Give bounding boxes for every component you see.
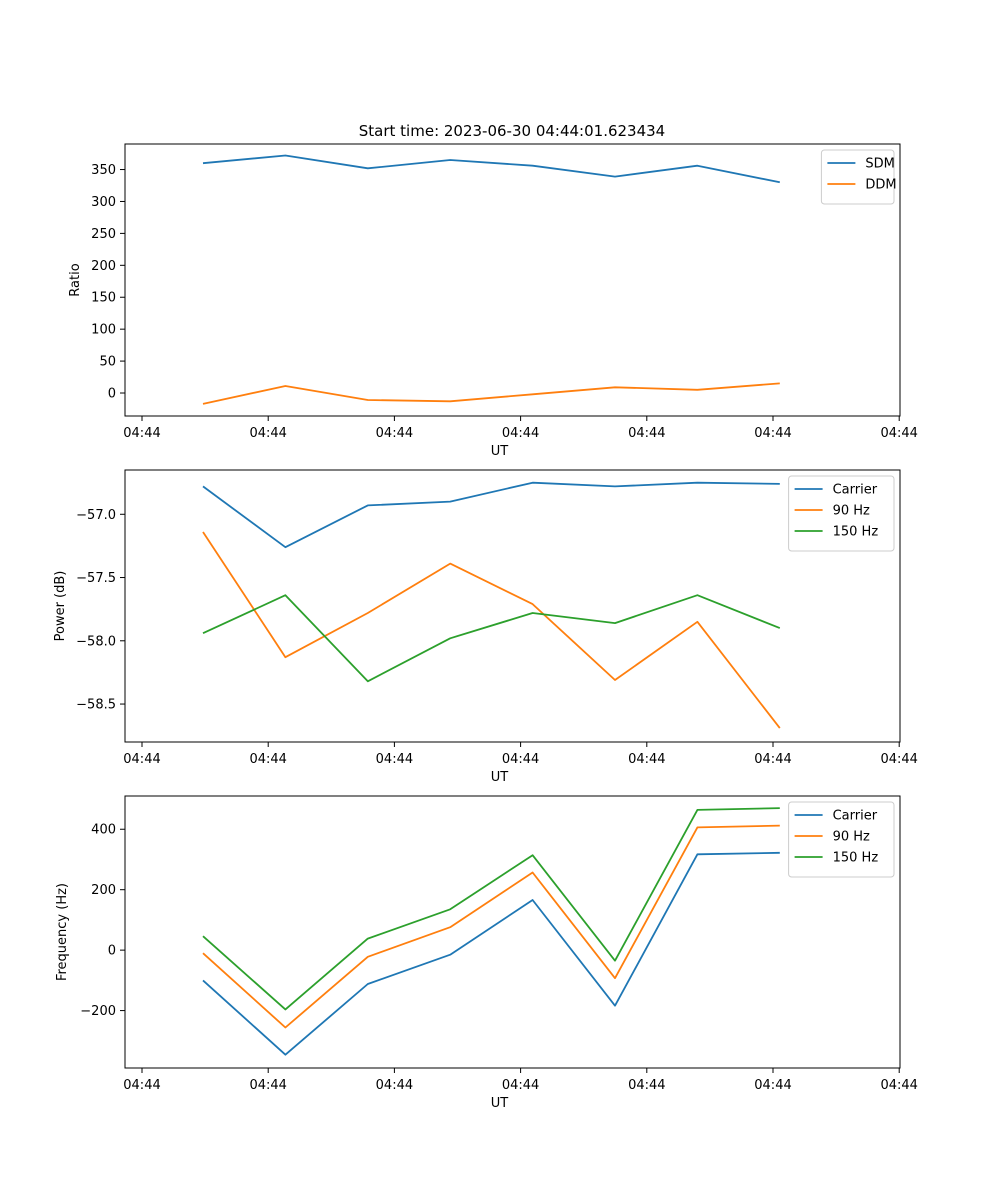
- axes-frame: [124, 469, 901, 743]
- series-line-150-hz: [202, 807, 780, 1011]
- panel-2: 04:4404:4404:4404:4404:4404:4404:4404:45…: [53, 469, 918, 785]
- x-tick-label: 04:44: [754, 752, 791, 767]
- x-tick-label: 04:44: [502, 426, 539, 441]
- y-tick-label: 400: [91, 823, 116, 838]
- series-line-carrier: [202, 481, 780, 549]
- legend: SDM DDM: [820, 149, 897, 205]
- x-tick-label: 04:44: [628, 1078, 665, 1093]
- legend-label: SDM: [865, 157, 894, 172]
- y-tick-label: −57.0: [76, 508, 116, 523]
- y-tick-label: 0: [108, 387, 116, 402]
- x-tick-label: 04:44: [376, 426, 413, 441]
- y-axis-label: Ratio: [68, 263, 83, 296]
- x-tick-label: 04:44: [628, 426, 665, 441]
- y-axis-label: Power (dB): [53, 571, 68, 642]
- x-tick-label: 04:44: [502, 752, 539, 767]
- x-tick-label: 04:44: [880, 1078, 917, 1093]
- y-tick-label: 200: [91, 259, 116, 274]
- x-tick-label: 04:44: [754, 1078, 791, 1093]
- figure-title: Start time: 2023-06-30 04:44:01.623434: [359, 122, 665, 140]
- series-line-ddm: [202, 382, 780, 405]
- x-axis-label: UT: [491, 444, 509, 459]
- series-line-150-hz: [202, 594, 781, 683]
- axes-frame: [124, 795, 901, 1069]
- x-tick-label: 04:44: [628, 752, 665, 767]
- series-line-90-hz: [202, 824, 780, 1029]
- x-tick-label: 04:44: [249, 1078, 286, 1093]
- legend-label: 150 Hz: [833, 851, 879, 866]
- legend: Carrier 90 Hz 150 Hz: [788, 475, 895, 552]
- x-tick-label: 04:44: [376, 752, 413, 767]
- y-tick-label: −58.0: [76, 634, 116, 649]
- x-tick-label: 04:44: [880, 752, 917, 767]
- x-axis-label: UT: [491, 1096, 509, 1111]
- legend-label: Carrier: [833, 809, 878, 824]
- y-tick-label: −58.5: [76, 698, 116, 713]
- x-tick-label: 04:44: [376, 1078, 413, 1093]
- x-tick-label: 04:44: [249, 426, 286, 441]
- x-tick-label: 04:44: [123, 426, 160, 441]
- series-line-sdm: [202, 154, 780, 184]
- series-line-90-hz: [202, 531, 781, 729]
- y-tick-label: −200: [80, 1004, 116, 1019]
- x-tick-label: 04:44: [754, 426, 791, 441]
- x-tick-label: 04:44: [123, 1078, 160, 1093]
- legend-label: 90 Hz: [833, 504, 870, 519]
- panel-1: 04:4404:4404:4404:4404:4404:4404:4404:45…: [68, 143, 918, 459]
- x-tick-label: 04:44: [502, 1078, 539, 1093]
- y-tick-label: 300: [91, 195, 116, 210]
- legend-label: 150 Hz: [833, 525, 879, 540]
- y-tick-label: 250: [91, 227, 116, 242]
- legend-label: Carrier: [833, 483, 878, 498]
- y-tick-label: 100: [91, 323, 116, 338]
- legend: Carrier 90 Hz 150 Hz: [788, 801, 895, 878]
- legend-label: DDM: [865, 178, 896, 193]
- panel-3: 04:4404:4404:4404:4404:4404:4404:4404:45…: [55, 795, 918, 1111]
- x-axis-label: UT: [491, 770, 509, 785]
- y-tick-label: −57.5: [76, 571, 116, 586]
- x-tick-label: 04:44: [880, 426, 917, 441]
- legend-label: 90 Hz: [833, 830, 870, 845]
- y-tick-label: 150: [91, 291, 116, 306]
- x-tick-label: 04:44: [249, 752, 286, 767]
- y-tick-label: 200: [91, 883, 116, 898]
- legend-box: [788, 801, 895, 878]
- y-tick-label: 50: [99, 355, 116, 370]
- panels: 04:4404:4404:4404:4404:4404:4404:4404:45…: [53, 143, 918, 1111]
- y-tick-label: 0: [108, 944, 116, 959]
- y-axis-label: Frequency (Hz): [55, 883, 70, 981]
- legend-box: [788, 475, 895, 552]
- axes-frame: [124, 143, 901, 417]
- y-tick-label: 350: [91, 163, 116, 178]
- series-line-carrier: [202, 851, 780, 1056]
- x-tick-label: 04:44: [123, 752, 160, 767]
